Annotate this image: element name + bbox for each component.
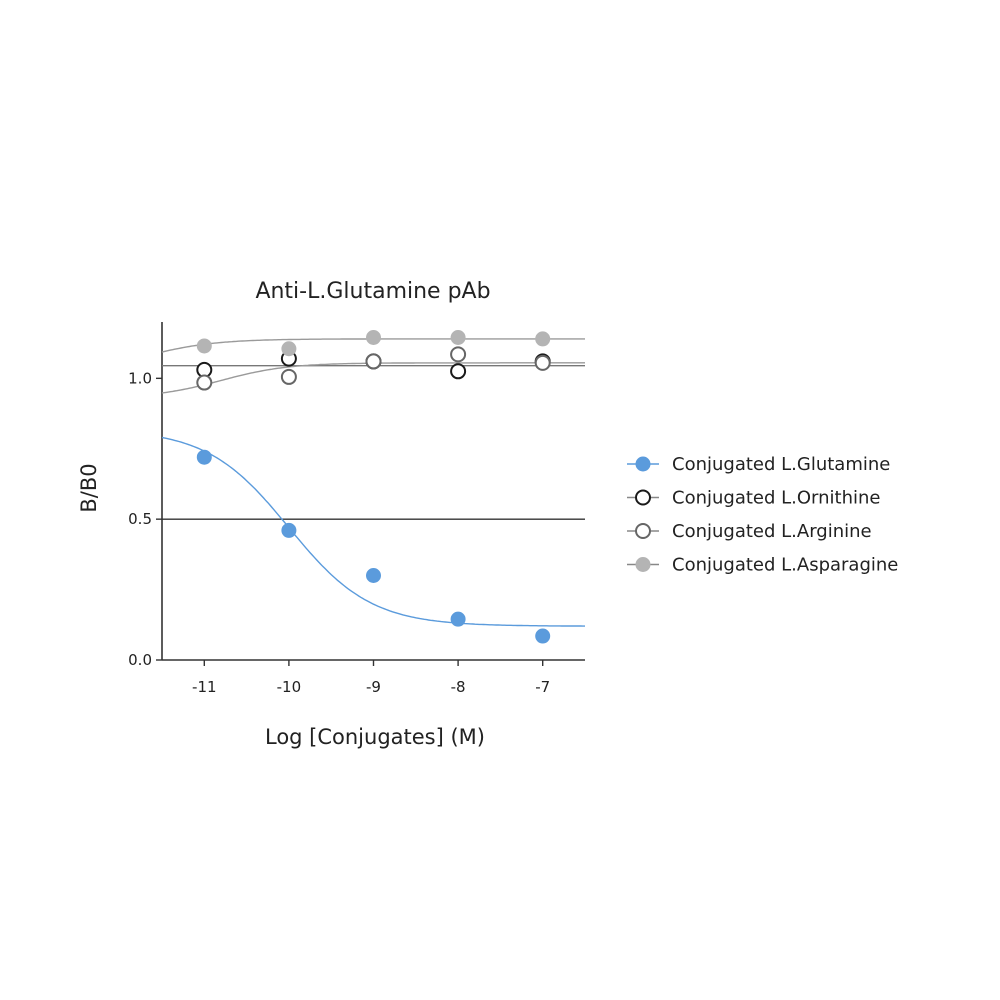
x-tick-label: -10 — [277, 678, 302, 696]
x-tick-label: -7 — [535, 678, 550, 696]
fit-curves — [161, 338, 585, 627]
data-point — [535, 331, 551, 347]
data-point — [535, 628, 551, 644]
legend-label: Conjugated L.Glutamine — [672, 454, 890, 475]
data-point — [450, 363, 467, 380]
x-tick-label: -9 — [366, 678, 381, 696]
legend-label: Conjugated L.Ornithine — [672, 488, 881, 509]
y-tick-label: 0.5 — [128, 510, 152, 528]
chart-title: Anti-L.Glutamine pAb — [255, 279, 490, 304]
legend-marker — [635, 523, 651, 539]
legend-label: Conjugated L.Arginine — [672, 521, 872, 542]
legend-label: Conjugated L.Asparagine — [672, 555, 898, 576]
data-points — [196, 329, 551, 644]
x-axis-label: Log [Conjugates] (M) — [265, 725, 485, 749]
y-tick-label: 0.0 — [128, 651, 152, 669]
legend-marker — [635, 557, 651, 572]
fit-curve — [161, 436, 585, 627]
x-axis-ticks: -11 -10 -9 -8 -7 — [192, 660, 550, 696]
data-point — [534, 354, 551, 371]
data-point — [196, 374, 213, 391]
x-tick-label: -8 — [451, 678, 466, 696]
data-point — [450, 329, 466, 345]
data-point — [450, 611, 466, 627]
data-point — [450, 346, 467, 363]
data-point — [196, 338, 212, 354]
y-axis-label: B/B0 — [77, 463, 101, 512]
data-point — [281, 341, 297, 357]
x-tick-label: -11 — [192, 678, 217, 696]
y-tick-label: 1.0 — [128, 369, 152, 387]
data-point — [196, 449, 212, 465]
legend-marker — [635, 456, 651, 472]
legend: Conjugated L.Glutamine Conjugated L.Ornit… — [627, 454, 898, 576]
data-point — [366, 568, 381, 583]
data-point — [365, 353, 382, 370]
y-axis-ticks: 0.0 0.5 1.0 — [128, 369, 162, 669]
data-point — [281, 522, 297, 538]
data-point — [366, 329, 381, 345]
data-point — [280, 368, 297, 385]
legend-marker — [635, 489, 651, 506]
